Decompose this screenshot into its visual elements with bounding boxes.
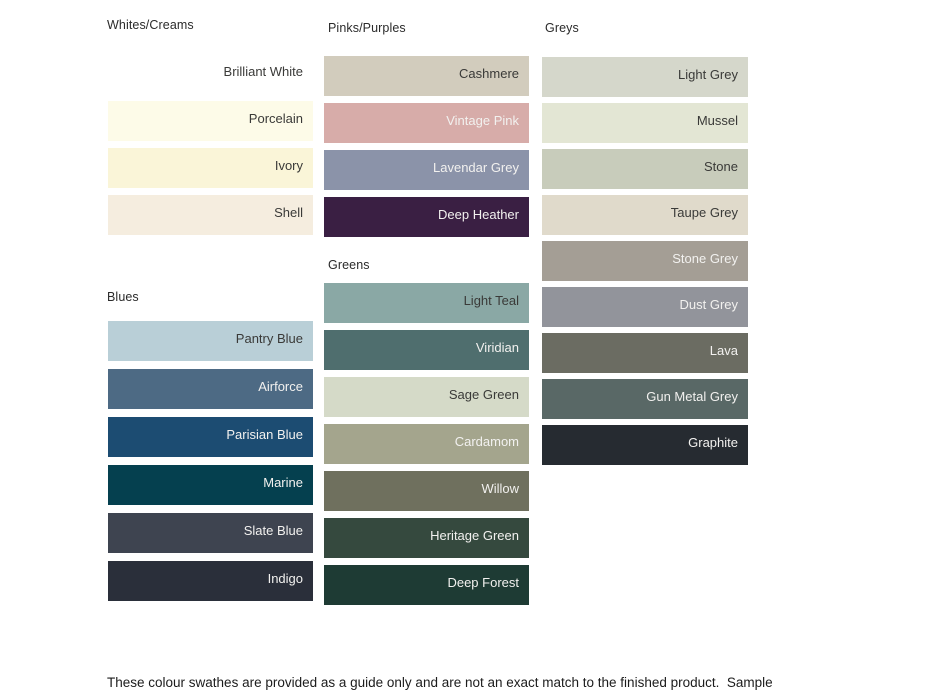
swatch-label: Light Teal	[463, 293, 519, 308]
swatch-indigo: Indigo	[108, 561, 313, 601]
swatch-label: Brilliant White	[223, 64, 303, 79]
swatch-label: Dust Grey	[679, 297, 738, 312]
swatch-stack-blues: Pantry Blue Airforce Parisian Blue Marine Sl…	[108, 321, 313, 609]
swatch-shell: Shell	[108, 195, 313, 235]
swatch-stone: Stone	[542, 149, 748, 189]
swatch-lavendar-grey: Lavendar Grey	[324, 150, 529, 190]
swatch-label: Parisian Blue	[226, 427, 303, 442]
group-header-blues: Blues	[107, 290, 139, 304]
swatch-cashmere: Cashmere	[324, 56, 529, 96]
swatch-cardamom: Cardamom	[324, 424, 529, 464]
swatch-gun-metal-grey: Gun Metal Grey	[542, 379, 748, 419]
swatch-deep-heather: Deep Heather	[324, 197, 529, 237]
group-header-greens: Greens	[328, 258, 370, 272]
swatch-heritage-green: Heritage Green	[324, 518, 529, 558]
swatch-light-teal: Light Teal	[324, 283, 529, 323]
swatch-pantry-blue: Pantry Blue	[108, 321, 313, 361]
swatch-graphite: Graphite	[542, 425, 748, 465]
swatch-label: Deep Forest	[447, 575, 519, 590]
swatch-label: Stone Grey	[672, 251, 738, 266]
swatch-sage-green: Sage Green	[324, 377, 529, 417]
swatch-label: Willow	[481, 481, 519, 496]
swatch-label: Marine	[263, 475, 303, 490]
swatch-dust-grey: Dust Grey	[542, 287, 748, 327]
swatch-deep-forest: Deep Forest	[324, 565, 529, 605]
swatch-label: Gun Metal Grey	[646, 389, 738, 404]
swatch-label: Pantry Blue	[235, 331, 303, 346]
swatch-airforce: Airforce	[108, 369, 313, 409]
swatch-stack-pinks-purples: Cashmere Vintage Pink Lavendar Grey Deep He…	[324, 56, 529, 244]
group-header-pinks-purples: Pinks/Purples	[328, 21, 406, 35]
swatch-marine: Marine	[108, 465, 313, 505]
swatch-label: Mussel	[696, 113, 738, 128]
swatch-label: Porcelain	[248, 111, 303, 126]
swatch-label: Airforce	[258, 379, 303, 394]
swatch-label: Taupe Grey	[670, 205, 738, 220]
swatch-label: Viridian	[475, 340, 519, 355]
swatch-lava: Lava	[542, 333, 748, 373]
swatch-vintage-pink: Vintage Pink	[324, 103, 529, 143]
footer-note-line-1: These colour swathes are provided as a g…	[107, 675, 773, 690]
swatch-label: Stone	[704, 159, 738, 174]
swatch-label: Lava	[709, 343, 738, 358]
swatch-stack-greens: Light Teal Viridian Sage Green Cardamom Will…	[324, 283, 529, 612]
swatch-label: Vintage Pink	[446, 113, 519, 128]
swatch-label: Graphite	[688, 435, 738, 450]
group-header-greys: Greys	[545, 21, 579, 35]
swatch-label: Indigo	[267, 571, 303, 586]
swatch-mussel: Mussel	[542, 103, 748, 143]
swatch-parisian-blue: Parisian Blue	[108, 417, 313, 457]
swatch-label: Cashmere	[459, 66, 519, 81]
swatch-willow: Willow	[324, 471, 529, 511]
swatch-ivory: Ivory	[108, 148, 313, 188]
swatch-label: Sage Green	[448, 387, 519, 402]
swatch-slate-blue: Slate Blue	[108, 513, 313, 553]
swatch-label: Heritage Green	[430, 528, 519, 543]
swatch-stack-greys: Light Grey Mussel Stone Taupe Grey Stone Gre…	[542, 57, 748, 471]
swatch-label: Cardamom	[454, 434, 519, 449]
swatch-light-grey: Light Grey	[542, 57, 748, 97]
group-header-whites-creams: Whites/Creams	[107, 18, 194, 32]
footer-note: These colour swathes are provided as a g…	[107, 639, 787, 700]
swatch-stone-grey: Stone Grey	[542, 241, 748, 281]
swatch-brilliant-white: Brilliant White	[108, 54, 313, 94]
swatch-label: Shell	[274, 205, 303, 220]
swatch-label: Ivory	[274, 158, 303, 173]
swatch-stack-whites-creams: Brilliant White Porcelain Ivory Shell	[108, 54, 313, 242]
swatch-label: Slate Blue	[243, 523, 303, 538]
swatch-label: Light Grey	[678, 67, 738, 82]
swatch-label: Deep Heather	[438, 207, 519, 222]
swatch-porcelain: Porcelain	[108, 101, 313, 141]
swatch-taupe-grey: Taupe Grey	[542, 195, 748, 235]
swatch-viridian: Viridian	[324, 330, 529, 370]
swatch-label: Lavendar Grey	[433, 160, 519, 175]
